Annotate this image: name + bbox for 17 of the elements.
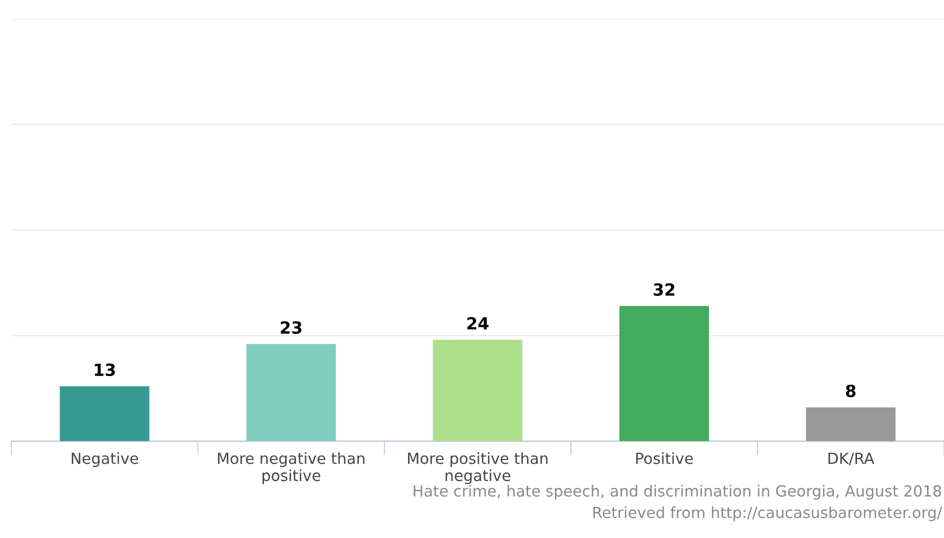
x-tick-label: Negative: [72, 452, 138, 468]
data-label: 24: [467, 317, 488, 330]
bar: [806, 407, 896, 442]
data-label: 13: [94, 363, 115, 376]
x-tick-label: More negative than positive: [218, 452, 364, 484]
x-tick-label: DK/RA: [828, 452, 874, 466]
text: Retrieved from http://caucasusbarometer.org/: [593, 506, 942, 522]
text: Hate crime, hate speech, and discrimination in Georgia, August 2018: [414, 484, 942, 500]
bar: [60, 386, 150, 442]
bar: [432, 340, 522, 442]
bar: [619, 306, 709, 442]
bar: [246, 344, 336, 442]
x-tick-label: Positive: [636, 452, 693, 464]
data-label: 8: [846, 384, 856, 398]
data-label: 23: [280, 321, 302, 334]
data-label: 32: [654, 283, 674, 296]
x-tick-label: More positive than negative: [408, 452, 548, 484]
